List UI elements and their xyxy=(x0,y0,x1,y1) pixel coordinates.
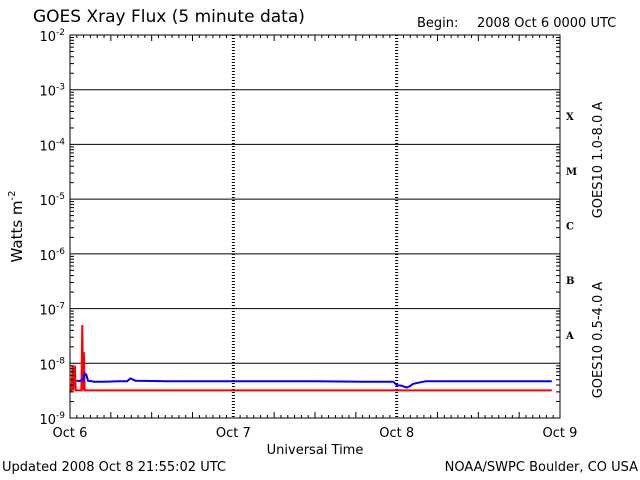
y-tick-label: 10-7 xyxy=(39,302,65,319)
updated-timestamp: Updated 2008 Oct 8 21:55:02 UTC xyxy=(2,460,226,475)
x-tick-label: Oct 8 xyxy=(379,426,414,441)
x-tick-label: Oct 9 xyxy=(543,426,578,441)
begin-label: Begin: xyxy=(417,16,459,31)
legend-short-channel: GOES10 0.5-4.0 A xyxy=(591,282,606,399)
y-tick-label: 10-6 xyxy=(39,247,65,264)
series-line-short-channel xyxy=(76,371,552,389)
series-line-long-channel xyxy=(70,324,552,392)
y-tick-label: 10-9 xyxy=(39,411,65,428)
y-tick-label: 10-4 xyxy=(39,137,65,154)
begin-value: 2008 Oct 6 0000 UTC xyxy=(477,16,617,31)
x-tick-label: Oct 7 xyxy=(216,426,251,441)
axis-layer: 10-9 10-8 10-7 10-6 10-5 10-4 10-3 10-2 Oct 6 Oct… xyxy=(7,28,606,458)
series-layer xyxy=(70,324,552,392)
credit-line: NOAA/SWPC Boulder, CO USA xyxy=(444,460,638,475)
flare-class-label: A xyxy=(565,331,574,342)
x-axis-title: Universal Time xyxy=(267,443,364,458)
legend-long-channel: GOES10 1.0-8.0 A xyxy=(591,102,606,219)
flare-class-label: M xyxy=(566,167,577,178)
y-tick-label: 10-3 xyxy=(39,83,65,100)
y-tick-label: 10-8 xyxy=(39,356,65,373)
x-tick-label: Oct 6 xyxy=(53,426,88,441)
flare-class-label: C xyxy=(566,222,574,233)
y-tick-label: 10-5 xyxy=(39,192,65,209)
flare-class-label: B xyxy=(566,276,574,287)
grid-layer xyxy=(70,35,560,418)
flare-class-label: X xyxy=(566,112,574,123)
y-axis-title: Watts m-2 xyxy=(7,190,26,262)
chart-title: GOES Xray Flux (5 minute data) xyxy=(33,7,305,27)
plot-frame xyxy=(69,34,561,419)
y-tick-label: 10-2 xyxy=(39,28,65,45)
